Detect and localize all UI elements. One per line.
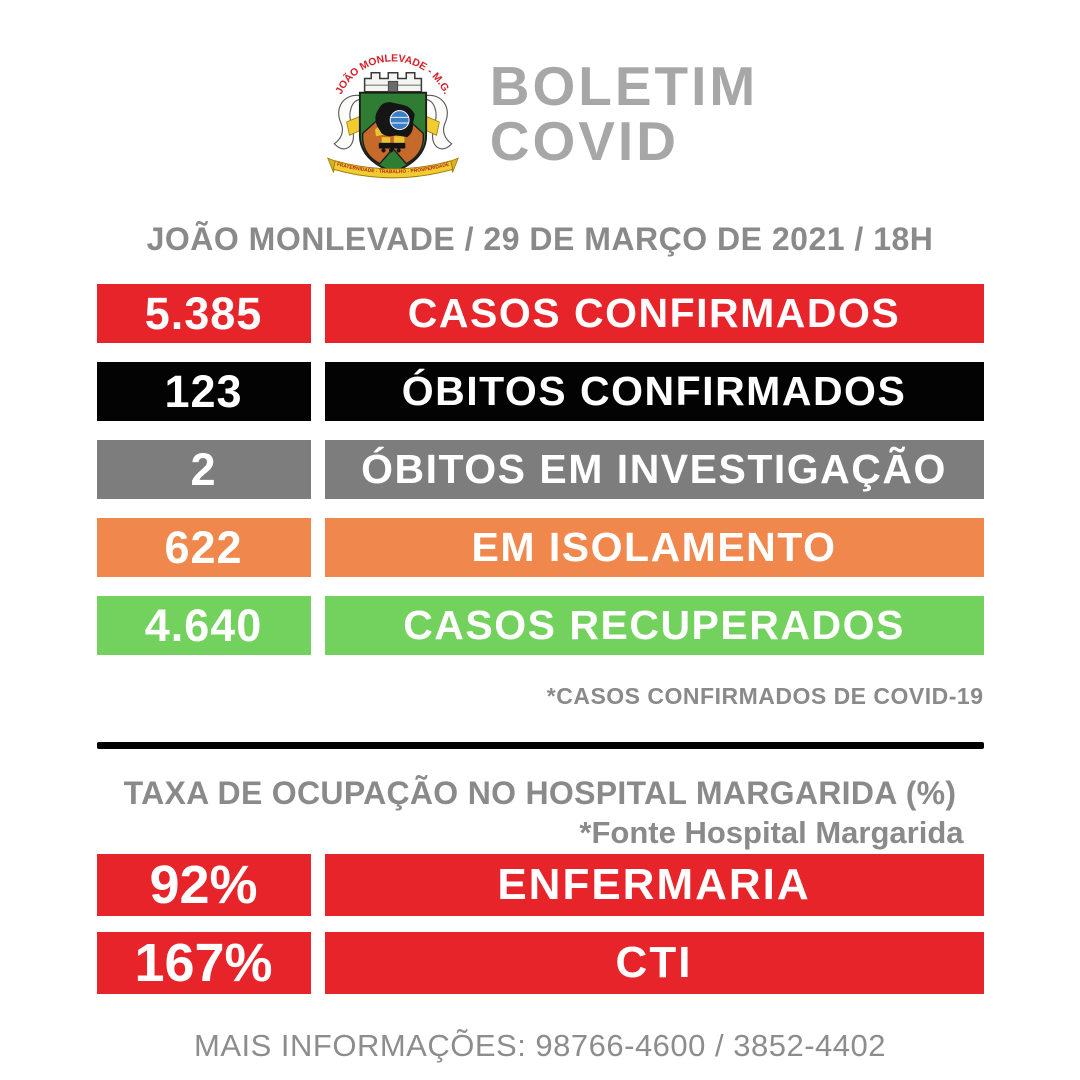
stat-value-box: 622 <box>96 518 311 577</box>
stat-row-deaths-under-investigation: 2 ÓBITOS EM INVESTIGAÇÃO <box>96 440 984 499</box>
title-line-1: BOLETIM <box>489 54 759 117</box>
crest-crown-icon <box>363 72 422 93</box>
stat-value-box: 2 <box>96 440 311 499</box>
stat-row-recovered-cases: 4.640 CASOS RECUPERADOS <box>96 596 984 655</box>
section-divider <box>96 742 984 749</box>
hospital-label-box: ENFERMARIA <box>324 854 984 916</box>
hospital-rows: 92% ENFERMARIA 167% CTI <box>96 854 984 994</box>
hospital-row-ward: 92% ENFERMARIA <box>96 854 984 916</box>
title-line-2: COVID <box>489 109 679 172</box>
stat-label-box: CASOS CONFIRMADOS <box>324 284 984 343</box>
hospital-value-box: 92% <box>96 854 311 916</box>
header: JOÃO MONLEVADE - M.G. <box>0 0 1080 187</box>
bulletin-title: BOLETIM COVID <box>489 54 759 172</box>
stat-row-in-isolation: 622 EM ISOLAMENTO <box>96 518 984 577</box>
stat-label-box: CASOS RECUPERADOS <box>324 596 984 655</box>
date-line: JOÃO MONLEVADE / 29 DE MARÇO DE 2021 / 1… <box>146 221 934 257</box>
stat-row-confirmed-cases: 5.385 CASOS CONFIRMADOS <box>96 284 984 343</box>
hospital-value-box: 167% <box>96 932 311 994</box>
crest-mantling <box>333 94 453 150</box>
contact-info-line: MAIS INFORMAÇÕES: 98766-4600 / 3852-4402 <box>194 1028 886 1063</box>
hospital-section-title: TAXA DE OCUPAÇÃO NO HOSPITAL MARGARIDA (… <box>123 775 957 811</box>
stat-value-box: 123 <box>96 362 311 421</box>
hospital-source-note: *Fonte Hospital Margarida <box>579 815 964 850</box>
stat-value-box: 5.385 <box>96 284 311 343</box>
stat-value-box: 4.640 <box>96 596 311 655</box>
stat-label-box: ÓBITOS EM INVESTIGAÇÃO <box>324 440 984 499</box>
stat-label-box: EM ISOLAMENTO <box>324 518 984 577</box>
stat-row-confirmed-deaths: 123 ÓBITOS CONFIRMADOS <box>96 362 984 421</box>
city-crest-logo: JOÃO MONLEVADE - M.G. <box>326 53 459 179</box>
hospital-row-icu: 167% CTI <box>96 932 984 994</box>
crest-shield <box>358 91 427 174</box>
hospital-label-box: CTI <box>324 932 984 994</box>
stats-list: 5.385 CASOS CONFIRMADOS 123 ÓBITOS CONFI… <box>96 284 984 655</box>
stat-label-box: ÓBITOS CONFIRMADOS <box>324 362 984 421</box>
stats-footnote: *CASOS CONFIRMADOS DE COVID-19 <box>546 683 984 709</box>
